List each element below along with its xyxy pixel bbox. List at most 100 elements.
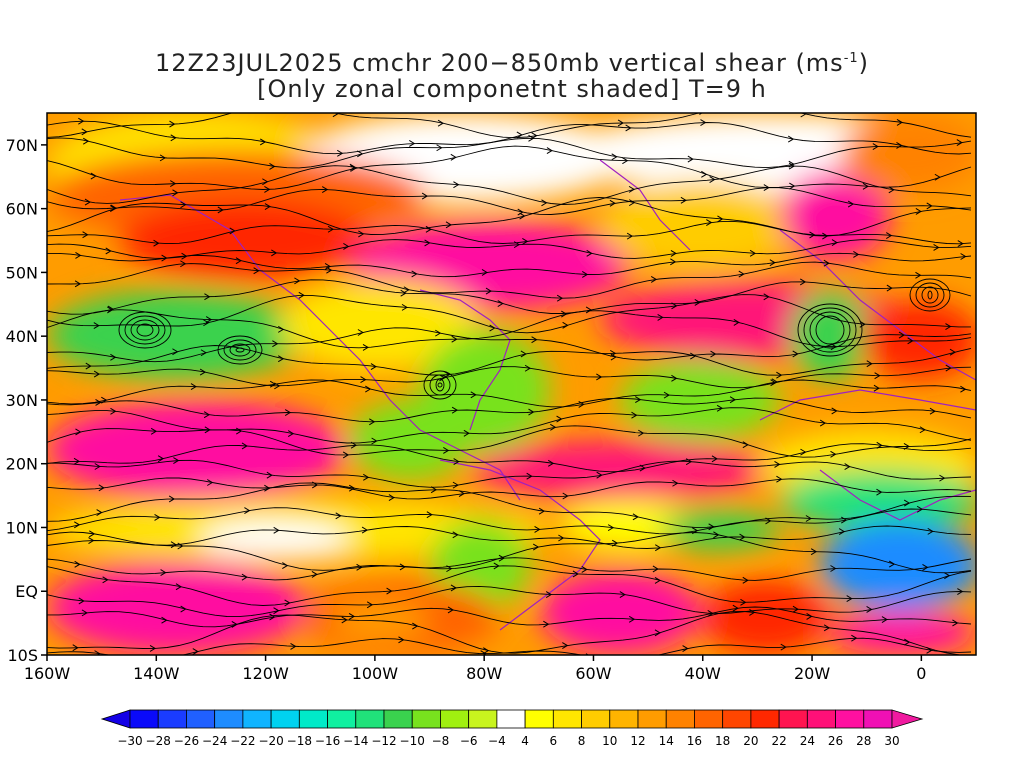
streamline-arrow bbox=[437, 119, 445, 127]
streamline-arrow bbox=[159, 154, 167, 162]
circulation-loop bbox=[815, 315, 845, 345]
streamline-arrow bbox=[763, 184, 770, 192]
streamline-arrow bbox=[172, 189, 179, 197]
streamline-arrow bbox=[358, 230, 365, 238]
streamline-arrow bbox=[896, 118, 903, 126]
streamline bbox=[47, 309, 972, 349]
streamline-arrow bbox=[75, 428, 82, 436]
colorbar-label: −14 bbox=[343, 734, 368, 748]
streamline-arrow bbox=[294, 277, 301, 285]
streamline-arrow bbox=[585, 306, 593, 314]
coastline bbox=[599, 159, 691, 251]
streamline-arrow bbox=[732, 604, 739, 612]
streamline-arrow bbox=[93, 322, 100, 330]
colorbar-label: −12 bbox=[371, 734, 396, 748]
streamline-arrow bbox=[365, 385, 372, 393]
streamline-arrow bbox=[161, 616, 168, 624]
streamline bbox=[47, 345, 972, 376]
colorbar-label: −8 bbox=[432, 734, 450, 748]
circulation-loop bbox=[435, 378, 445, 392]
shear-shade-blob bbox=[200, 520, 350, 560]
streamline-arrow bbox=[362, 344, 369, 351]
streamline-arrow bbox=[654, 576, 661, 584]
circulation-loop bbox=[235, 347, 245, 353]
streamline-arrow bbox=[180, 605, 187, 613]
streamline-arrow bbox=[290, 642, 297, 650]
streamline-arrow bbox=[534, 525, 541, 533]
shear-shade-blob bbox=[660, 510, 780, 550]
streamline-arrow bbox=[412, 622, 419, 630]
colorbar-label: −24 bbox=[202, 734, 227, 748]
streamline-arrow bbox=[635, 396, 642, 403]
streamline-arrow bbox=[581, 271, 589, 278]
streamline-arrow bbox=[800, 448, 807, 456]
colorbar-label: −26 bbox=[174, 734, 199, 748]
streamline-arrow bbox=[771, 378, 778, 386]
streamline-arrow bbox=[311, 571, 318, 578]
lon-tick-label: 0 bbox=[916, 664, 926, 683]
streamline-arrow bbox=[149, 645, 157, 652]
colorbar-label: −16 bbox=[315, 734, 340, 748]
streamline-arrow bbox=[654, 629, 661, 637]
streamline-arrow bbox=[94, 463, 101, 470]
streamline-arrow bbox=[517, 208, 524, 216]
lon-tick-label: 100W bbox=[352, 664, 399, 683]
streamline-arrow bbox=[482, 647, 490, 655]
streamline-arrow bbox=[235, 427, 243, 435]
colorbar-box bbox=[552, 709, 582, 729]
streamline bbox=[47, 137, 972, 169]
circulation-loop bbox=[130, 319, 160, 341]
lon-tick-label: 140W bbox=[133, 664, 180, 683]
streamline-arrow bbox=[287, 430, 295, 438]
shear-shade-blob bbox=[280, 280, 480, 370]
colorbar-box bbox=[581, 709, 611, 729]
shear-shade-blob bbox=[540, 570, 700, 655]
latitude-axis: 70N 60N 50N 40N 30N 20N 10N EQ 10S bbox=[6, 136, 47, 665]
streamline-arrow bbox=[866, 606, 873, 613]
streamline-arrow bbox=[960, 253, 967, 260]
lon-tick-label: 40W bbox=[685, 664, 721, 683]
streamline-arrow bbox=[519, 212, 526, 220]
streamline-arrow bbox=[769, 259, 776, 267]
streamline-arrow bbox=[831, 407, 838, 415]
streamline-arrow bbox=[350, 164, 357, 172]
streamline-layer bbox=[47, 113, 972, 655]
streamline-arrow bbox=[337, 149, 344, 157]
streamline-arrow bbox=[277, 325, 285, 333]
streamline-arrow bbox=[671, 302, 678, 310]
title-unit-superscript: -1 bbox=[843, 51, 859, 66]
title-line-1-end: ) bbox=[858, 49, 870, 77]
streamline-arrow bbox=[203, 319, 210, 327]
streamline-arrow bbox=[513, 241, 521, 249]
streamline bbox=[47, 585, 972, 618]
streamline-arrow bbox=[485, 287, 492, 295]
streamline bbox=[47, 197, 972, 237]
streamline-arrow bbox=[903, 499, 911, 507]
circulation-loop bbox=[437, 382, 443, 388]
streamline-arrow bbox=[844, 463, 851, 470]
lat-tick-label: 70N bbox=[6, 136, 38, 155]
streamline bbox=[47, 557, 972, 581]
streamline-arrow bbox=[830, 565, 837, 572]
streamline-arrow bbox=[401, 303, 408, 311]
streamline bbox=[47, 397, 972, 423]
streamline-arrow bbox=[168, 495, 176, 503]
streamline-arrow bbox=[792, 605, 799, 613]
streamline bbox=[47, 637, 972, 655]
streamline-arrow bbox=[945, 364, 952, 372]
streamline-arrow bbox=[524, 364, 532, 372]
colorbar-label: 22 bbox=[771, 734, 786, 748]
lat-tick-label: EQ bbox=[15, 582, 38, 601]
streamline-arrow bbox=[470, 391, 477, 399]
colorbar-box bbox=[440, 709, 470, 729]
streamline-arrow bbox=[439, 374, 446, 382]
streamline-arrow bbox=[572, 570, 579, 578]
colorbar-label: 28 bbox=[856, 734, 871, 748]
colorbar-label: −22 bbox=[230, 734, 255, 748]
streamline-arrow bbox=[922, 564, 929, 571]
streamline-arrow bbox=[205, 316, 213, 324]
streamline-arrow bbox=[628, 615, 636, 623]
streamline-arrow bbox=[619, 591, 626, 599]
streamline-arrow bbox=[180, 260, 187, 268]
streamline bbox=[47, 294, 971, 334]
